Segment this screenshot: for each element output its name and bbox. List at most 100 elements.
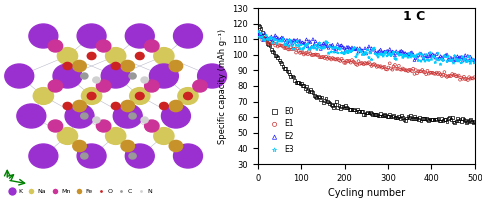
E1 [288, 48, 296, 51]
E1 [443, 75, 451, 78]
E0 [294, 81, 301, 84]
E1 [386, 62, 394, 65]
E2 [415, 53, 422, 57]
E3 [295, 44, 303, 47]
E1 [283, 46, 291, 49]
E2 [348, 46, 356, 49]
E3 [443, 60, 451, 63]
E2 [325, 46, 333, 49]
E0 [365, 111, 373, 115]
E2 [343, 45, 351, 49]
E0 [271, 54, 279, 57]
Circle shape [73, 100, 86, 112]
E0 [424, 118, 431, 121]
E2 [372, 51, 379, 54]
E2 [257, 35, 265, 38]
E0 [346, 108, 353, 111]
E2 [278, 36, 285, 39]
E2 [399, 50, 407, 53]
E1 [388, 68, 396, 71]
E3 [430, 55, 438, 58]
E3 [447, 59, 455, 62]
E0 [282, 67, 290, 70]
E3 [300, 46, 308, 50]
E0 [352, 110, 360, 114]
E1 [274, 45, 281, 48]
E1 [264, 41, 271, 44]
E0 [468, 120, 476, 123]
E2 [282, 40, 290, 44]
E1 [356, 62, 363, 65]
E1 [362, 62, 370, 65]
E2 [321, 42, 329, 45]
E3 [268, 37, 275, 40]
E1 [425, 72, 433, 75]
Circle shape [29, 24, 58, 48]
E2 [412, 56, 420, 60]
E1 [316, 56, 323, 59]
E1 [382, 68, 389, 71]
E3 [292, 44, 300, 47]
E0 [383, 115, 391, 118]
E2 [264, 36, 271, 39]
E1 [426, 71, 434, 74]
Circle shape [106, 48, 126, 64]
E1 [385, 66, 392, 69]
E3 [275, 39, 283, 43]
Circle shape [145, 120, 159, 132]
E3 [455, 59, 463, 63]
E1 [424, 69, 431, 72]
E3 [327, 50, 335, 54]
E0 [387, 115, 395, 118]
E0 [388, 115, 396, 118]
E2 [349, 47, 357, 50]
E2 [446, 58, 454, 61]
E2 [364, 47, 372, 50]
E1 [454, 75, 461, 78]
E3 [339, 51, 347, 54]
E0 [342, 104, 349, 107]
Circle shape [77, 144, 106, 168]
E2 [467, 55, 474, 58]
E3 [304, 42, 311, 45]
E2 [386, 47, 394, 51]
E2 [430, 54, 438, 57]
E0 [415, 118, 422, 121]
E1 [275, 44, 283, 47]
E3 [403, 54, 411, 57]
E3 [438, 58, 446, 61]
E1 [320, 55, 327, 58]
E0 [457, 120, 465, 123]
E1 [381, 65, 388, 68]
Circle shape [73, 60, 86, 72]
E1 [336, 59, 344, 63]
Circle shape [87, 52, 96, 60]
E2 [381, 50, 388, 53]
E0 [309, 91, 317, 94]
E3 [454, 59, 461, 62]
E0 [351, 108, 359, 112]
E3 [431, 61, 439, 64]
E1 [416, 70, 424, 73]
E3 [457, 61, 465, 64]
E1 [314, 53, 322, 56]
E0 [261, 37, 268, 40]
E3 [284, 45, 292, 48]
E3 [421, 59, 429, 63]
E3 [381, 52, 388, 55]
Circle shape [57, 48, 78, 64]
E0 [426, 117, 434, 121]
E1 [368, 64, 375, 68]
E1 [258, 38, 266, 42]
E1 [392, 67, 400, 70]
E3 [357, 50, 365, 53]
E3 [396, 53, 404, 56]
E2 [450, 58, 457, 61]
E0 [413, 117, 421, 120]
E2 [425, 52, 433, 55]
E1 [408, 70, 415, 73]
E0 [305, 90, 313, 93]
E3 [331, 46, 339, 49]
Legend: E0, E1, E2, E3: E0, E1, E2, E3 [264, 103, 297, 157]
E2 [459, 59, 467, 62]
